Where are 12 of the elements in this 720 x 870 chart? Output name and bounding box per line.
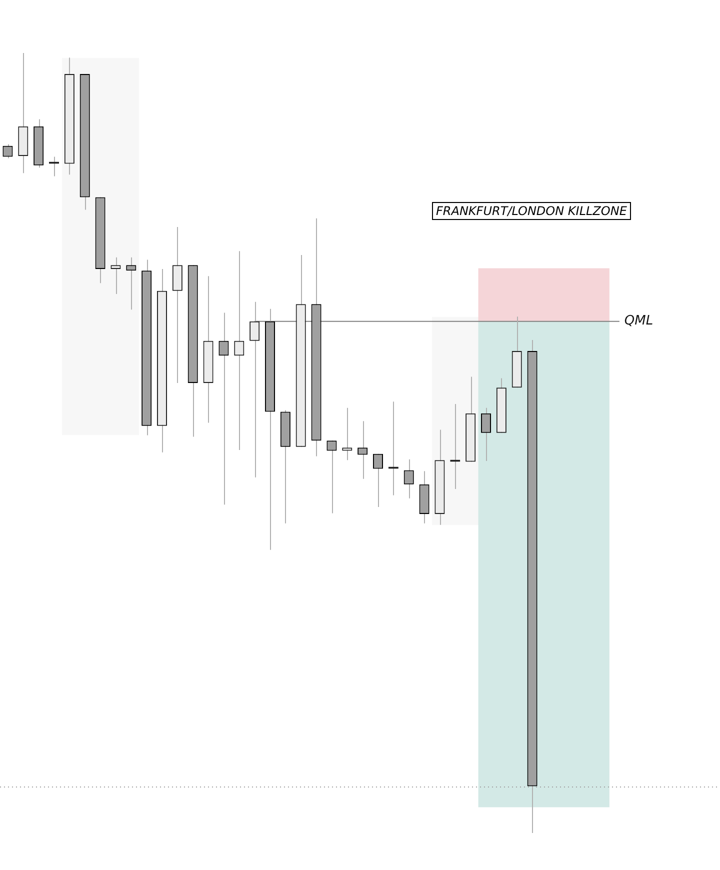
candlestick: [218, 312, 229, 506]
candlestick: [110, 256, 121, 295]
candlestick: [172, 226, 182, 384]
ref-line-label: QML: [624, 314, 654, 329]
annotation: FRANKFURT/LONDON KILLZONE: [432, 202, 631, 220]
candlestick: [326, 440, 337, 514]
candlestick: [342, 407, 352, 461]
candlestick: [126, 256, 136, 310]
candlestick: [250, 301, 260, 478]
candlestick: [480, 407, 492, 462]
candlestick: [234, 250, 244, 451]
candlestick: [358, 420, 368, 480]
